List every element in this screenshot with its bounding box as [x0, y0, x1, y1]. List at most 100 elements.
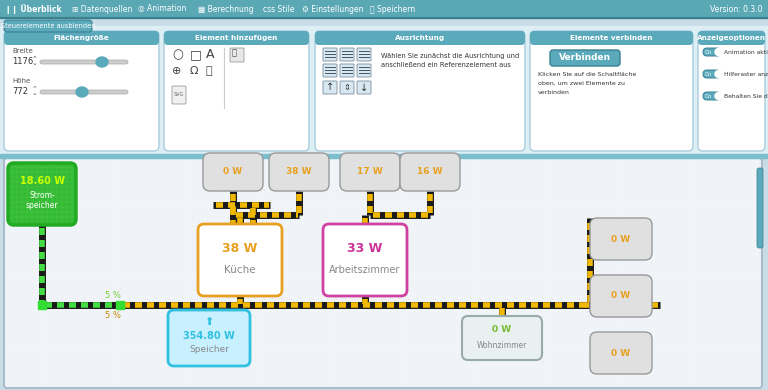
Text: 1176: 1176 [12, 57, 33, 66]
Text: On: On [705, 71, 713, 76]
Text: Ausrichtung: Ausrichtung [395, 35, 445, 41]
FancyBboxPatch shape [323, 64, 337, 77]
Text: □: □ [190, 48, 202, 61]
FancyBboxPatch shape [230, 48, 244, 62]
Ellipse shape [96, 57, 108, 67]
FancyBboxPatch shape [703, 70, 721, 78]
FancyBboxPatch shape [357, 64, 371, 77]
FancyBboxPatch shape [323, 81, 337, 94]
Text: 772: 772 [12, 87, 28, 96]
Text: Flächengröße: Flächengröße [54, 35, 109, 41]
Text: 354.80 W: 354.80 W [183, 331, 235, 341]
Text: ↓: ↓ [360, 83, 368, 92]
FancyBboxPatch shape [703, 48, 721, 56]
FancyBboxPatch shape [340, 64, 354, 77]
Text: ⧉: ⧉ [232, 48, 237, 57]
Text: 0 W: 0 W [611, 349, 631, 358]
Text: 16 W: 16 W [417, 167, 442, 177]
Text: 💾 Speichern: 💾 Speichern [370, 5, 415, 14]
Text: 33 W: 33 W [347, 241, 382, 255]
Text: Element hinzufügen: Element hinzufügen [195, 35, 278, 41]
Text: 5 %: 5 % [105, 310, 121, 319]
FancyBboxPatch shape [323, 48, 337, 61]
Text: Strom-: Strom- [29, 190, 55, 200]
FancyBboxPatch shape [530, 31, 693, 151]
Text: ▦ Berechnung: ▦ Berechnung [198, 5, 253, 14]
Text: A: A [206, 48, 214, 61]
Circle shape [715, 48, 722, 55]
FancyBboxPatch shape [8, 163, 76, 225]
Text: ◎ Animation: ◎ Animation [138, 5, 187, 14]
Text: 0 W: 0 W [492, 326, 511, 335]
FancyBboxPatch shape [703, 92, 721, 100]
FancyBboxPatch shape [203, 153, 263, 191]
FancyBboxPatch shape [4, 31, 159, 45]
Text: Höhe: Höhe [12, 78, 30, 84]
FancyBboxPatch shape [698, 31, 765, 45]
Text: ❙❙ Überblick: ❙❙ Überblick [5, 4, 61, 14]
Text: ⌃: ⌃ [32, 85, 38, 91]
FancyBboxPatch shape [530, 31, 693, 45]
FancyBboxPatch shape [340, 81, 354, 94]
Text: Wohnzimmer: Wohnzimmer [477, 342, 527, 351]
FancyBboxPatch shape [168, 310, 250, 366]
FancyBboxPatch shape [269, 153, 329, 191]
Text: Elemente verbinden: Elemente verbinden [571, 35, 653, 41]
FancyBboxPatch shape [315, 31, 525, 151]
Text: ⊞ Datenquellen: ⊞ Datenquellen [72, 5, 132, 14]
Circle shape [715, 71, 722, 78]
Text: speicher: speicher [25, 200, 58, 209]
Text: ⌄: ⌄ [32, 90, 38, 96]
Text: Breite: Breite [12, 48, 33, 54]
Bar [0, 154, 768, 158]
FancyBboxPatch shape [340, 48, 354, 61]
FancyBboxPatch shape [590, 275, 652, 317]
Text: Hilferaster anzei.: Hilferaster anzei. [724, 71, 768, 76]
Text: Arbeitszimmer: Arbeitszimmer [329, 265, 401, 275]
FancyBboxPatch shape [323, 224, 407, 296]
Text: css Stile: css Stile [263, 5, 294, 14]
FancyBboxPatch shape [164, 31, 309, 45]
FancyBboxPatch shape [550, 50, 620, 66]
Text: Speicher: Speicher [189, 346, 229, 355]
FancyBboxPatch shape [340, 153, 400, 191]
FancyBboxPatch shape [40, 60, 128, 64]
Text: 38 W: 38 W [286, 167, 312, 177]
FancyBboxPatch shape [4, 20, 92, 32]
FancyBboxPatch shape [172, 86, 186, 104]
FancyBboxPatch shape [198, 224, 282, 296]
Text: On: On [705, 50, 713, 55]
Text: ⇕: ⇕ [343, 83, 350, 92]
Text: Küche: Küche [224, 265, 256, 275]
Text: 0 W: 0 W [611, 291, 631, 301]
Text: Steuerelemente ausblenden: Steuerelemente ausblenden [1, 23, 95, 29]
Text: ⚙ Einstellungen: ⚙ Einstellungen [302, 5, 363, 14]
FancyBboxPatch shape [4, 31, 159, 151]
Bar [38, 301, 46, 309]
FancyBboxPatch shape [757, 168, 763, 248]
FancyBboxPatch shape [164, 31, 309, 151]
FancyBboxPatch shape [40, 90, 128, 94]
Circle shape [715, 92, 722, 99]
Bar [116, 301, 124, 309]
Text: oben, um zwei Elemente zu: oben, um zwei Elemente zu [538, 81, 625, 86]
Text: On: On [705, 94, 713, 99]
Text: anschließend ein Referenzelement aus: anschließend ein Referenzelement aus [381, 62, 511, 68]
FancyBboxPatch shape [590, 218, 652, 260]
Text: Animation aktivie.: Animation aktivie. [724, 50, 768, 55]
FancyBboxPatch shape [4, 158, 762, 388]
Bar [0, 26, 768, 154]
Text: Klicken Sie auf die Schaltfläche: Klicken Sie auf die Schaltfläche [538, 72, 636, 77]
FancyBboxPatch shape [357, 48, 371, 61]
Text: 📄: 📄 [206, 66, 213, 76]
FancyBboxPatch shape [357, 81, 371, 94]
Text: 18.60 W: 18.60 W [19, 176, 65, 186]
Ellipse shape [76, 87, 88, 97]
Text: 0 W: 0 W [223, 167, 243, 177]
FancyBboxPatch shape [698, 31, 765, 151]
Text: Ω: Ω [190, 66, 198, 76]
Text: ⊕: ⊕ [172, 66, 181, 76]
Text: Verbinden: Verbinden [559, 53, 611, 62]
Text: ⌃: ⌃ [32, 55, 38, 61]
Text: 5 %: 5 % [105, 291, 121, 300]
